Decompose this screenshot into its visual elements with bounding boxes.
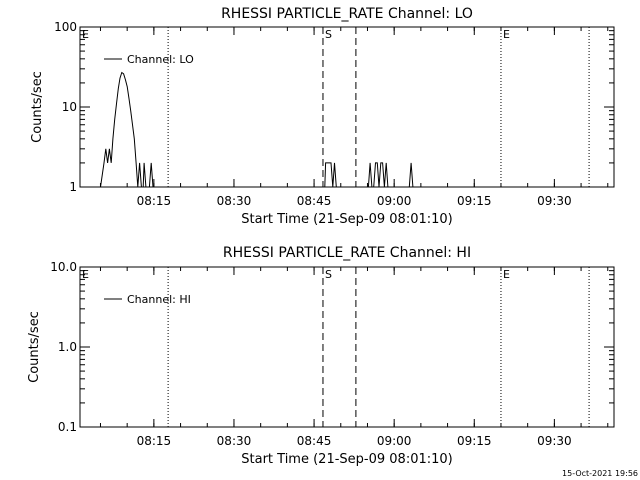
lo-marker-label: S: [325, 28, 332, 41]
hi-y-axis: 0.1 1.0 10.0: [50, 260, 614, 434]
lo-y-tick-label: 1: [69, 180, 77, 194]
hi-chart-panel: RHESSI PARTICLE_RATE Channel: HI E S E 08:…: [27, 245, 615, 467]
lo-plot-frame: [79, 26, 615, 188]
lo-y-tick-label: 100: [54, 20, 77, 34]
lo-marker-label: E: [503, 28, 510, 41]
hi-y-tick-label: 10.0: [50, 260, 77, 274]
lo-series-line: [100, 71, 414, 188]
lo-legend-label: Channel: LO: [127, 53, 194, 66]
lo-x-tick-label: 09:15: [457, 194, 492, 208]
lo-x-tick-label: 08:45: [297, 194, 332, 208]
hi-x-tick-label: 08:15: [137, 434, 172, 448]
hi-marker-label: E: [82, 268, 89, 281]
lo-x-tick-label: 08:30: [217, 194, 252, 208]
hi-marker-label: E: [503, 268, 510, 281]
lo-x-tick-label: 09:00: [377, 194, 412, 208]
hi-y-tick-label: 0.1: [58, 420, 77, 434]
hi-chart-title: RHESSI PARTICLE_RATE Channel: HI: [223, 245, 471, 261]
lo-marker-label: E: [82, 28, 89, 41]
hi-x-tick-label: 09:00: [377, 434, 412, 448]
hi-plot-frame: [79, 266, 615, 428]
hi-marker-label: S: [325, 268, 332, 281]
hi-x-tick-label: 09:30: [537, 434, 572, 448]
lo-series-layer: [100, 71, 414, 188]
hi-x-axis-label: Start Time (21-Sep-09 08:01:10): [241, 452, 452, 467]
lo-x-tick-label: 09:30: [537, 194, 572, 208]
hi-y-axis-label: Counts/sec: [27, 311, 42, 383]
hi-legend: Channel: HI: [104, 293, 191, 306]
lo-x-axis: 08:15 08:30 08:45 09:00 09:15 09:30: [99, 27, 609, 208]
hi-y-tick-label: 1.0: [58, 340, 77, 354]
lo-y-tick-label: 10: [62, 100, 77, 114]
lo-legend: Channel: LO: [104, 53, 194, 66]
hi-x-tick-label: 09:15: [457, 434, 492, 448]
hi-x-axis: 08:15 08:30 08:45 09:00 09:15 09:30: [99, 267, 609, 448]
hi-legend-label: Channel: HI: [127, 293, 191, 306]
generated-timestamp: 15-Oct-2021 19:56: [562, 469, 638, 478]
lo-y-axis-label: Counts/sec: [30, 71, 45, 143]
lo-chart-title: RHESSI PARTICLE_RATE Channel: LO: [221, 6, 473, 22]
lo-y-axis: 1 10 100: [54, 20, 614, 194]
lo-x-axis-label: Start Time (21-Sep-09 08:01:10): [241, 212, 452, 227]
hi-x-tick-label: 08:30: [217, 434, 252, 448]
lo-chart-panel: RHESSI PARTICLE_RATE Channel: LO E S E 08:…: [30, 6, 615, 227]
hi-x-tick-label: 08:45: [297, 434, 332, 448]
lo-x-tick-label: 08:15: [137, 194, 172, 208]
